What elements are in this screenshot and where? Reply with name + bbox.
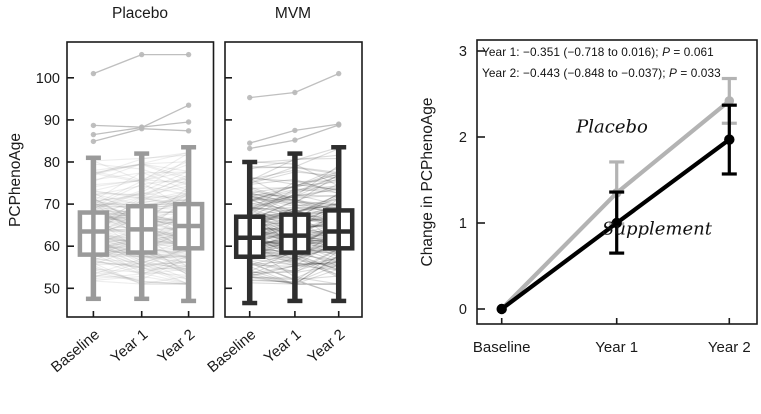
x-tick-label: Year 1 — [261, 326, 305, 367]
stat-annotation-year2-pvalue: = 0.033 — [677, 66, 721, 80]
outlier-point — [185, 128, 192, 134]
stat-annotation-year1-text: Year 1: −0.351 (−0.718 to 0.016); — [482, 45, 663, 59]
outlier-point — [185, 119, 192, 125]
y-tick-label: 0 — [459, 302, 467, 318]
p-label: P — [662, 45, 671, 59]
y-tick-label: 3 — [459, 44, 467, 60]
outlier-point — [90, 70, 97, 77]
stat-annotation-year2: Year 2: −0.443 (−0.848 to −0.037); P = 0… — [482, 66, 721, 80]
p-label: P — [669, 66, 678, 80]
stat-annotation-year1-pvalue: = 0.061 — [670, 45, 714, 59]
outlier-point — [90, 131, 97, 138]
x-tick-label: Baseline — [204, 326, 259, 376]
y-tick-label: 70 — [44, 197, 60, 213]
y-tick-label: 1 — [459, 216, 467, 232]
outlier-point — [292, 127, 298, 134]
outlier-point — [90, 122, 97, 129]
y-tick-label: 80 — [44, 155, 60, 171]
y-tick-label: 2 — [459, 130, 467, 146]
x-tick-label: Year 1 — [595, 339, 638, 356]
right-y-axis-label: Change in PCPhenoAge — [419, 97, 436, 267]
series-label-supplement: Supplement — [602, 218, 712, 240]
x-tick-label: Year 2 — [154, 326, 198, 367]
x-tick-label: Year 2 — [708, 339, 751, 356]
stat-annotation-year2-text: Year 2: −0.443 (−0.848 to −0.037); — [482, 66, 670, 80]
y-tick-label: 50 — [44, 281, 60, 297]
outlier-point — [247, 94, 253, 101]
data-point-supplement — [611, 217, 622, 229]
y-tick-label: 100 — [36, 71, 60, 87]
x-tick-label: Year 1 — [108, 326, 152, 367]
x-tick-label: Baseline — [48, 326, 103, 376]
outlier-point — [292, 89, 298, 96]
outlier-point — [185, 102, 192, 108]
outlier-point — [336, 122, 342, 128]
left-y-axis-label: PCPhenoAge — [7, 133, 24, 227]
outlier-point — [139, 51, 145, 58]
outlier-point — [139, 126, 145, 132]
panel-title-placebo: Placebo — [111, 5, 169, 22]
panel-frame — [224, 41, 363, 318]
x-tick-label: Baseline — [473, 339, 531, 356]
outlier-point — [336, 70, 342, 77]
y-tick-label: 90 — [44, 113, 60, 129]
outlier-point — [90, 138, 97, 145]
outlier-point — [292, 137, 298, 143]
data-point-supplement — [724, 134, 735, 145]
data-point-supplement — [496, 303, 507, 315]
series-label-placebo: Placebo — [576, 116, 648, 138]
outlier-trace — [93, 53, 189, 75]
outlier-point — [247, 145, 253, 152]
data-point-placebo — [724, 96, 735, 106]
y-tick-label: 60 — [44, 239, 60, 255]
outlier-point — [185, 51, 192, 58]
stat-annotation-year1: Year 1: −0.351 (−0.718 to 0.016); P = 0.… — [482, 45, 714, 59]
outlier-point — [247, 140, 253, 146]
panel-title-mvm: MVM — [274, 5, 312, 22]
panel-frame — [66, 41, 215, 318]
x-tick-label: Year 2 — [305, 326, 349, 367]
